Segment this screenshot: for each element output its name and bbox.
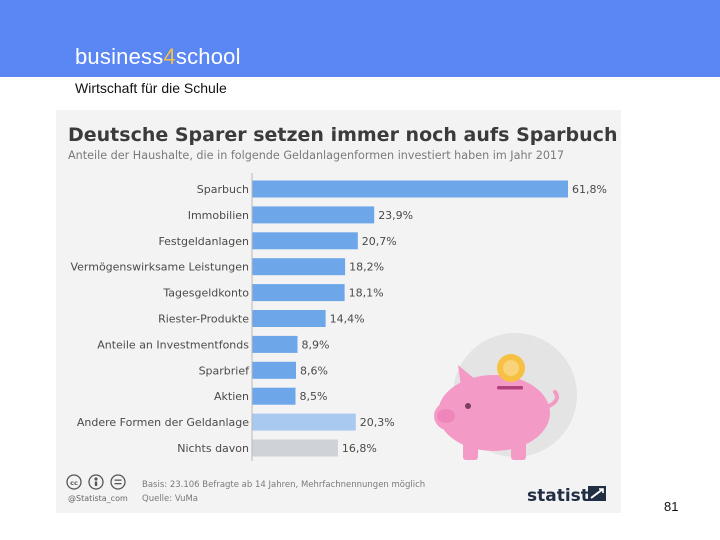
header-band xyxy=(0,0,720,77)
pig-eye xyxy=(465,403,471,409)
statista-logo: statista xyxy=(527,486,600,506)
value-label: 20,3% xyxy=(360,416,395,429)
category-label: Andere Formen der Geldanlage xyxy=(77,416,249,429)
value-label: 14,4% xyxy=(330,313,365,326)
category-label: Riester-Produkte xyxy=(158,313,249,326)
brand-logo: business4school xyxy=(75,44,241,70)
chart-subtitle: Anteile der Haushalte, die in folgende G… xyxy=(68,149,564,162)
brand-number: 4 xyxy=(163,44,176,69)
value-label: 8,5% xyxy=(300,390,328,403)
category-label: Aktien xyxy=(214,390,249,403)
bar xyxy=(252,232,358,250)
category-label: Immobilien xyxy=(188,209,249,222)
bar xyxy=(252,258,346,276)
statista-logo-icon xyxy=(588,486,606,501)
brand-suffix: school xyxy=(175,44,241,69)
pig-tail xyxy=(547,390,559,408)
chart-source-note: Quelle: VuMa xyxy=(142,494,198,504)
bar xyxy=(252,284,345,302)
svg-text:cc: cc xyxy=(70,479,78,487)
value-label: 16,8% xyxy=(342,442,377,455)
license-icons: cc xyxy=(66,474,126,490)
value-label: 18,1% xyxy=(349,287,384,300)
bar xyxy=(252,206,375,224)
category-label: Sparbrief xyxy=(199,364,251,377)
page-number: 81 xyxy=(664,499,679,514)
infographic-card: Deutsche Sparer setzen immer noch aufs S… xyxy=(56,110,621,513)
brand-prefix: business xyxy=(75,44,164,69)
bar xyxy=(252,335,298,353)
coin-inner xyxy=(503,360,519,376)
slide-subtitle: Wirtschaft für die Schule xyxy=(75,80,227,96)
equals-icon xyxy=(110,474,126,490)
bar xyxy=(252,439,338,457)
bar xyxy=(252,180,568,198)
category-label: Nichts davon xyxy=(177,442,249,455)
pig-body xyxy=(438,375,550,451)
category-label: Tagesgeldkonto xyxy=(162,287,249,300)
bar xyxy=(252,387,296,405)
value-label: 61,8% xyxy=(572,183,607,196)
category-label: Vermögenswirksame Leistungen xyxy=(70,261,249,274)
value-label: 18,2% xyxy=(349,261,384,274)
pig-leg-front xyxy=(463,440,478,460)
value-label: 23,9% xyxy=(378,209,413,222)
category-label: Anteile an Investmentfonds xyxy=(97,338,249,351)
statista-credit: @Statista_com xyxy=(68,494,128,503)
pig-leg-back xyxy=(511,440,526,460)
value-label: 8,9% xyxy=(302,338,330,351)
value-label: 20,7% xyxy=(362,235,397,248)
coin-slot xyxy=(497,386,523,390)
pig-ear xyxy=(458,365,476,386)
person-icon xyxy=(88,474,104,490)
bar xyxy=(252,361,296,379)
chart-basis-note: Basis: 23.106 Befragte ab 14 Jahren, Meh… xyxy=(142,480,425,490)
bar-chart: Deutsche Sparer setzen immer noch aufs S… xyxy=(66,124,617,506)
pig-nose xyxy=(437,409,455,423)
bar xyxy=(252,310,326,327)
value-label: 8,6% xyxy=(300,364,328,377)
bars-group: Sparbuch 61,8% Immobilien 23,9% Festgeldanla… xyxy=(70,180,607,457)
category-label: Sparbuch xyxy=(197,183,249,196)
cc-icon xyxy=(66,474,82,490)
bar xyxy=(252,413,356,431)
category-label: Festgeldanlagen xyxy=(158,235,249,248)
piggy-bank-illustration xyxy=(434,333,577,460)
chart-title: Deutsche Sparer setzen immer noch aufs S… xyxy=(68,124,617,146)
